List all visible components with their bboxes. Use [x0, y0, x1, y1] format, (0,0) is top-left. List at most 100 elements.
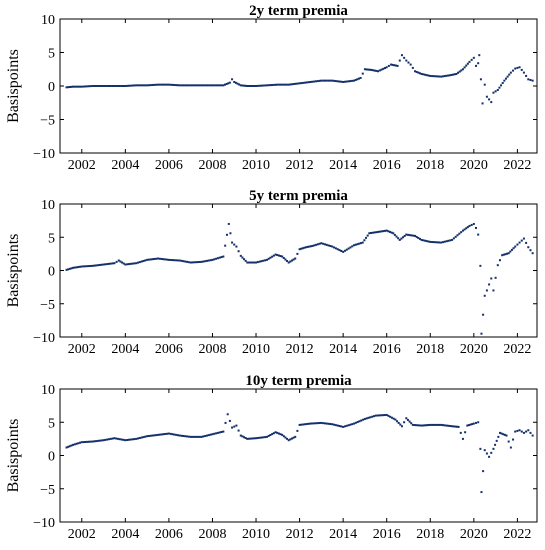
data-point — [189, 261, 192, 264]
data-point — [70, 85, 73, 88]
data-point — [253, 437, 256, 440]
data-point — [180, 259, 183, 262]
data-point — [438, 241, 441, 244]
data-point — [368, 232, 371, 235]
data-point — [452, 425, 455, 428]
data-point — [271, 433, 274, 436]
data-point — [267, 84, 270, 87]
data-point — [157, 257, 160, 260]
data-point — [216, 431, 219, 434]
data-point — [485, 452, 488, 455]
data-point — [88, 85, 91, 88]
data-point — [422, 239, 425, 242]
data-point — [111, 437, 114, 440]
data-point — [89, 440, 92, 443]
data-point — [122, 85, 125, 87]
data-point — [397, 421, 400, 424]
data-point — [131, 438, 134, 441]
data-point — [287, 261, 290, 264]
data-point — [202, 435, 205, 438]
plot-frame — [59, 203, 538, 338]
data-point — [506, 75, 509, 78]
data-point — [443, 75, 446, 78]
data-point — [388, 230, 391, 233]
data-point — [93, 440, 96, 443]
data-point — [385, 229, 388, 232]
data-point — [432, 75, 435, 78]
data-point — [75, 85, 78, 88]
data-point — [431, 75, 434, 78]
data-point — [222, 84, 225, 87]
data-point — [457, 71, 460, 74]
data-point — [140, 84, 143, 87]
data-point — [394, 64, 397, 67]
data-point — [182, 84, 185, 87]
data-point — [482, 470, 485, 473]
data-point — [373, 231, 376, 234]
data-point — [98, 439, 101, 442]
data-point — [527, 429, 530, 432]
data-point — [82, 441, 85, 444]
data-point — [184, 84, 187, 87]
data-point — [204, 434, 207, 437]
data-point — [482, 313, 485, 316]
data-point — [325, 243, 328, 246]
data-point — [186, 435, 189, 438]
data-point — [308, 245, 311, 248]
data-point — [314, 422, 317, 425]
data-point — [411, 66, 414, 69]
data-point — [289, 438, 292, 441]
data-point — [357, 77, 360, 80]
data-point — [243, 436, 246, 439]
data-point — [345, 80, 348, 83]
data-point — [278, 83, 281, 86]
data-point — [445, 74, 448, 77]
data-point — [320, 79, 323, 82]
data-point — [304, 423, 307, 426]
data-point — [157, 433, 160, 436]
data-point — [479, 264, 482, 267]
data-point — [100, 263, 103, 266]
data-point — [162, 258, 165, 261]
data-point — [244, 259, 247, 262]
data-point — [95, 85, 98, 87]
data-point — [117, 85, 120, 87]
data-point — [509, 71, 512, 74]
x-tick-label: 2020 — [460, 342, 488, 357]
data-point — [353, 422, 356, 425]
data-point — [451, 238, 454, 241]
data-point — [318, 422, 321, 425]
data-point — [220, 431, 223, 434]
data-point — [86, 265, 89, 268]
data-point — [378, 69, 381, 72]
data-point — [102, 263, 105, 266]
data-point — [418, 424, 421, 427]
data-point — [316, 422, 319, 425]
data-point — [313, 80, 316, 83]
data-point — [193, 261, 196, 264]
data-point — [191, 84, 194, 87]
data-point — [501, 81, 504, 84]
data-point — [514, 430, 517, 433]
data-point — [407, 233, 410, 236]
data-point — [347, 424, 350, 427]
data-point — [498, 86, 501, 89]
data-point — [213, 258, 216, 261]
data-point — [478, 54, 481, 57]
data-point — [322, 79, 325, 82]
data-point — [490, 277, 493, 280]
data-point — [322, 242, 325, 245]
data-point — [441, 424, 444, 427]
data-point — [93, 85, 96, 87]
data-point — [160, 257, 163, 260]
data-point — [237, 429, 240, 432]
x-tick-label: 2006 — [155, 158, 183, 173]
data-point — [427, 424, 430, 427]
data-point — [320, 242, 323, 245]
data-point — [490, 451, 493, 454]
data-point — [397, 237, 400, 240]
x-tick-label: 2002 — [68, 527, 96, 542]
data-point — [111, 85, 114, 87]
data-point — [193, 435, 196, 438]
data-point — [432, 423, 435, 426]
